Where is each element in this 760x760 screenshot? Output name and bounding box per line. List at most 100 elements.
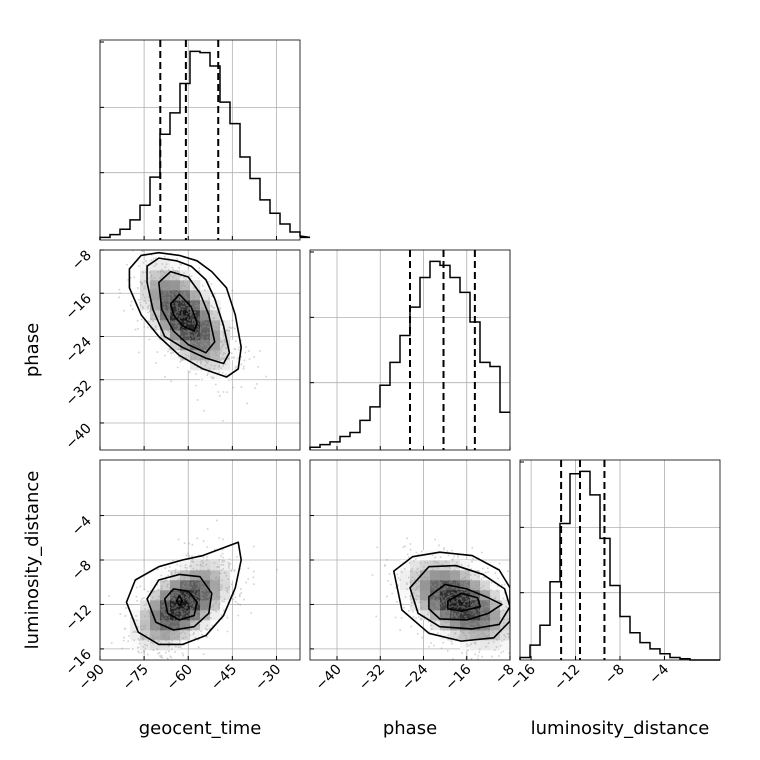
density-cell [160, 260, 171, 271]
contour-line [428, 583, 503, 621]
density-cell [180, 580, 191, 591]
density-cell [180, 290, 191, 301]
x-axis-title-luminosity-distance: luminosity_distance [531, 718, 710, 739]
density-cell [210, 320, 221, 331]
density-cell [210, 590, 221, 601]
x-tick-label-luminosity_distance: −12 [551, 662, 583, 694]
density-cell [450, 580, 461, 591]
histogram-step-line [99, 50, 311, 240]
density-cell [140, 280, 151, 291]
density-cell [190, 570, 201, 581]
density-cell [170, 320, 181, 331]
panel-luminosity-distance-histogram [519, 459, 721, 661]
x-axis-title-phase: phase [383, 718, 437, 739]
y-tick-label-luminosity_distance: −12 [63, 602, 95, 634]
density-cell [230, 570, 241, 581]
density-cell [440, 600, 451, 611]
x-tick-label-phase: −16 [442, 661, 474, 693]
density-cell [170, 260, 181, 271]
density-cell [200, 370, 211, 381]
histogram-luminosity-distance [519, 459, 721, 661]
density-cell [180, 300, 191, 311]
density-cell [150, 320, 161, 331]
density-cell [440, 550, 451, 561]
scatter-luminosity-distance-vs-phase [309, 459, 511, 661]
density-cell [150, 260, 161, 271]
histogram-geocent-time [99, 39, 311, 241]
density-cell [400, 580, 411, 591]
density-cell [210, 610, 221, 621]
density-cell [460, 640, 471, 651]
density-cell [490, 610, 501, 621]
y-tick-label-phase: −40 [63, 421, 95, 453]
histogram-step-line [519, 470, 720, 661]
y-tick-label-luminosity_distance: −8 [69, 558, 95, 584]
density-cell [490, 600, 501, 611]
density-cell [400, 560, 411, 571]
density-cell [200, 320, 211, 331]
density-cell [190, 330, 201, 341]
scatter-points [108, 519, 278, 660]
panel-geocent-time-histogram [99, 39, 311, 241]
contour-line [125, 541, 242, 646]
density-cell [450, 610, 461, 621]
density-cell [190, 300, 201, 311]
density-cell [500, 640, 510, 651]
density-cell [170, 350, 181, 361]
density-cell [500, 590, 510, 601]
density-cell [220, 340, 231, 351]
density-cell [210, 370, 221, 381]
density-cell [210, 300, 221, 311]
density-cell [210, 310, 221, 321]
contour-line [146, 573, 213, 631]
density-cell [470, 580, 481, 591]
joint-plot-area [371, 537, 510, 660]
density-cell [180, 560, 191, 571]
panel-frame [99, 249, 301, 451]
density-cell [200, 610, 211, 621]
density-cell [160, 330, 171, 341]
density-cell [400, 590, 411, 601]
density-cell [460, 560, 471, 571]
density-cell [190, 630, 201, 641]
density-cell [160, 570, 171, 581]
density-cell [180, 590, 191, 601]
density-cell [150, 610, 161, 621]
density-cell [220, 370, 231, 381]
density-cell [150, 280, 161, 291]
density-cell [470, 600, 481, 611]
density-cell [170, 310, 181, 321]
density-cell [410, 590, 421, 601]
density-cell [180, 340, 191, 351]
density-cell [150, 630, 161, 641]
density-cell [490, 580, 501, 591]
x-tick-label-luminosity_distance: −4 [646, 661, 672, 687]
y-tick-label-phase: −16 [63, 291, 95, 323]
density-cell [190, 610, 201, 621]
density-cell [160, 290, 171, 301]
density-cell [160, 580, 171, 591]
density-cell [500, 600, 510, 611]
contour-line [169, 293, 198, 332]
density-cell [170, 270, 181, 281]
density-cell [150, 640, 161, 651]
density-cell [440, 620, 451, 631]
y-axis-title-phase: phase [22, 323, 43, 377]
contour-line [409, 564, 510, 630]
joint-plot-area [118, 250, 267, 422]
density-cell [450, 630, 461, 641]
density-cell [490, 630, 501, 641]
density-cell [180, 270, 191, 281]
density-cell [410, 580, 421, 591]
x-tick-label-luminosity_distance: −8 [602, 662, 628, 688]
density-cell [200, 560, 211, 571]
density-cell [220, 360, 231, 371]
density-cell [140, 610, 151, 621]
density-cell [140, 310, 151, 321]
density-cell [470, 630, 481, 641]
density-cell [480, 590, 491, 601]
scatter-luminosity-distance-vs-geocent-time [99, 459, 301, 661]
density-cell [480, 600, 491, 611]
density-cell [210, 580, 221, 591]
density-cell [150, 270, 161, 281]
